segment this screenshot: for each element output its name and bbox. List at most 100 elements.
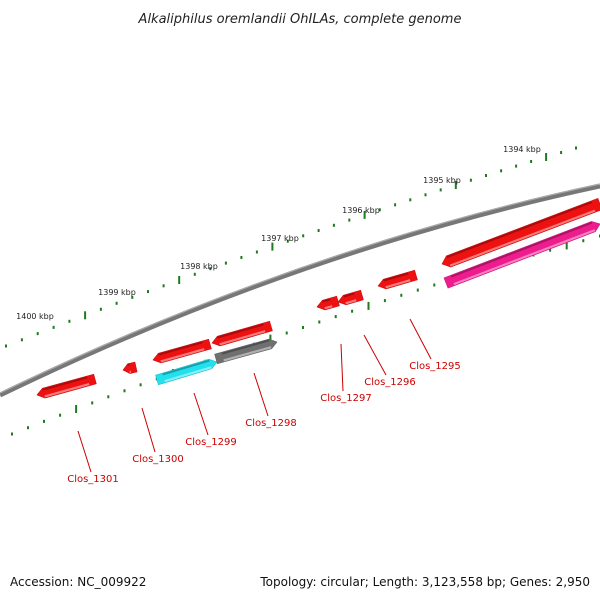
- gene-clos-1300: [122, 361, 138, 374]
- outer-minor-tick: [162, 284, 165, 288]
- tick-label: 1398 kbp: [180, 262, 218, 271]
- outer-minor-tick: [193, 272, 196, 276]
- outer-minor-tick: [560, 151, 563, 154]
- inner-minor-tick: [400, 293, 403, 297]
- tick-label: 1394 kbp: [503, 145, 541, 154]
- gene-label: Clos_1299: [185, 437, 237, 448]
- gene-leader-line: [409, 318, 432, 360]
- gene-label: Clos_1301: [67, 474, 119, 485]
- outer-minor-tick: [224, 261, 227, 265]
- inner-minor-tick: [59, 413, 62, 417]
- outer-minor-tick: [409, 198, 412, 202]
- outer-minor-tick: [469, 178, 472, 182]
- outer-minor-tick: [20, 338, 23, 342]
- inner-minor-tick: [549, 248, 552, 252]
- inner-major-tick: [269, 334, 272, 343]
- inner-minor-tick: [383, 299, 386, 303]
- inner-minor-tick: [318, 320, 321, 324]
- outer-minor-tick: [131, 295, 134, 299]
- gene-label: Clos_1295: [409, 361, 461, 372]
- outer-minor-tick: [332, 223, 335, 227]
- outer-minor-tick: [424, 193, 427, 197]
- inner-minor-tick: [91, 401, 94, 405]
- gene-leader-line: [363, 334, 387, 376]
- gene-clos-1295: [443, 221, 600, 289]
- outer-minor-tick: [378, 208, 381, 212]
- inner-minor-tick: [123, 389, 126, 393]
- inner-minor-tick: [334, 315, 337, 319]
- gene-leader-line: [77, 430, 92, 473]
- inner-major-tick: [75, 405, 78, 413]
- gene-clos-1295-b: [441, 198, 600, 268]
- outer-minor-tick: [485, 174, 487, 177]
- gene-label: Clos_1300: [132, 454, 184, 465]
- gene-leader-line: [141, 407, 156, 453]
- outer-tick-ring: [5, 146, 577, 348]
- outer-minor-tick: [317, 229, 320, 232]
- outer-minor-tick: [240, 256, 243, 259]
- outer-minor-tick: [286, 239, 289, 243]
- gene-clos-1298: [214, 338, 278, 365]
- gene-clos-1295-a: [377, 269, 418, 290]
- gene-label: Clos_1298: [245, 418, 297, 429]
- inner-major-tick: [367, 301, 370, 310]
- outer-major-tick: [363, 210, 366, 219]
- outer-minor-tick: [52, 325, 55, 329]
- gene-label: Clos_1297: [320, 393, 372, 404]
- inner-minor-tick: [285, 331, 288, 335]
- outer-minor-tick: [115, 301, 118, 305]
- outer-major-tick: [454, 181, 457, 189]
- gene-clos-1299: [155, 358, 218, 386]
- outer-minor-tick: [394, 203, 397, 207]
- inner-minor-tick: [43, 419, 45, 423]
- outer-minor-tick: [302, 234, 305, 238]
- outer-major-tick: [545, 153, 548, 161]
- outer-minor-tick: [68, 319, 71, 323]
- outer-minor-tick: [209, 267, 212, 271]
- outer-minor-tick: [500, 169, 503, 173]
- genome-backbone: [0, 183, 600, 398]
- inner-minor-tick: [351, 309, 354, 313]
- gene-clos-1301: [36, 373, 97, 399]
- topology-summary: Topology: circular; Length: 3,123,558 bp…: [259, 575, 590, 589]
- map-title: Alkaliphilus oremlandii OhILAs, complete…: [138, 12, 462, 27]
- gene-leader-line: [253, 372, 269, 417]
- outer-major-tick: [271, 242, 274, 251]
- gene-features: [36, 198, 600, 399]
- tick-labels: 1400 kbp 1399 kbp 1398 kbp 1397 kbp 1396 kbp…: [16, 145, 541, 321]
- outer-minor-tick: [5, 344, 7, 348]
- tick-label: 1396 kbp: [342, 206, 380, 215]
- inner-minor-tick: [107, 395, 110, 399]
- gene-leader-line: [340, 343, 344, 392]
- inner-minor-tick: [302, 326, 304, 329]
- gene-clos-1296: [337, 289, 364, 306]
- genome-backbone-highlight: [0, 183, 600, 394]
- tick-label: 1400 kbp: [16, 312, 54, 321]
- gene-leader-line: [193, 392, 209, 436]
- gene-clos-1298-upper: [211, 320, 273, 347]
- tick-label: 1399 kbp: [98, 288, 136, 297]
- outer-minor-tick: [36, 332, 39, 336]
- outer-minor-tick: [255, 250, 258, 254]
- outer-minor-tick: [575, 146, 577, 150]
- inner-major-tick: [565, 241, 568, 250]
- gene-clos-1297: [316, 295, 340, 311]
- inner-minor-tick: [27, 426, 29, 430]
- outer-major-tick: [84, 311, 87, 320]
- inner-tick-ring: [11, 234, 600, 436]
- outer-major-tick: [178, 276, 181, 284]
- outer-minor-tick: [348, 218, 351, 222]
- inner-minor-tick: [582, 239, 585, 243]
- outer-minor-tick: [530, 160, 533, 163]
- outer-minor-tick: [515, 164, 518, 168]
- accession-text: Accession: NC_009922: [10, 575, 146, 589]
- tick-label: 1397 kbp: [261, 234, 299, 243]
- gene-label: Clos_1296: [364, 377, 416, 388]
- inner-minor-tick: [11, 432, 13, 436]
- gene-clos-1299-upper: [152, 338, 212, 364]
- inner-minor-tick: [139, 383, 142, 387]
- inner-minor-tick: [433, 283, 436, 287]
- inner-minor-tick: [416, 288, 419, 292]
